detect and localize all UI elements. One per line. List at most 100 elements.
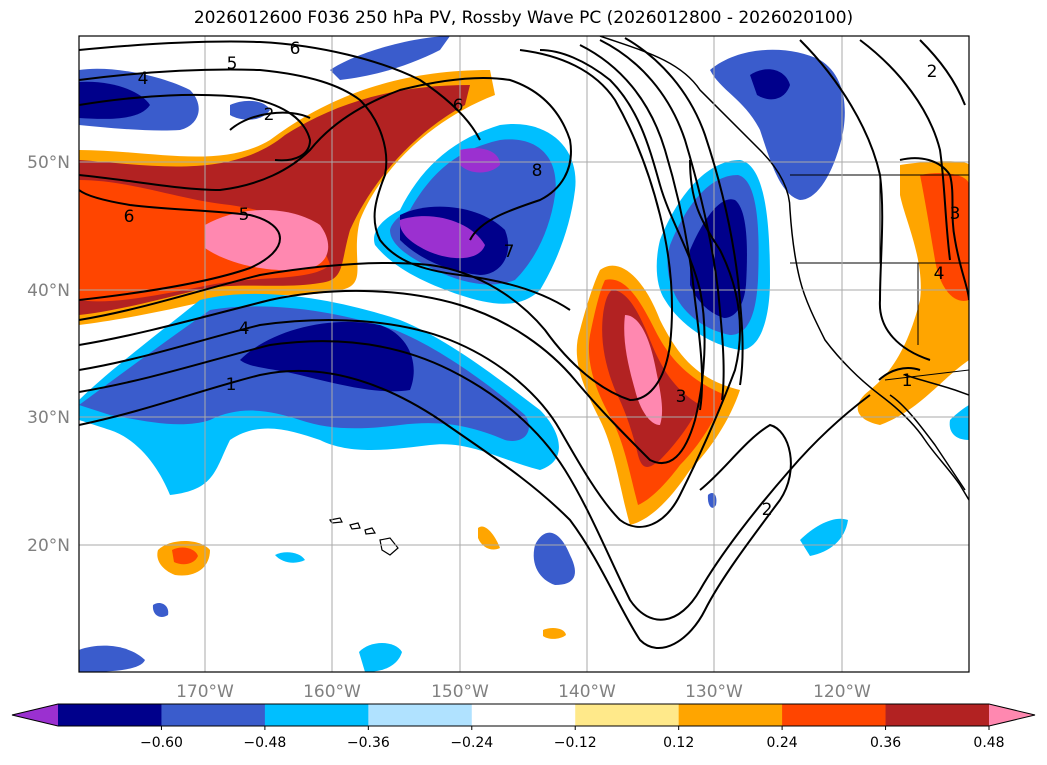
colorbar-segment bbox=[471, 704, 576, 726]
colorbar-tick-label: 0.48 bbox=[973, 735, 1004, 751]
pv-contour-5 bbox=[79, 49, 673, 402]
negative-anomaly-alaska-core bbox=[750, 69, 790, 100]
negative-anomaly-small-f bbox=[359, 643, 402, 672]
pv-contour-9 bbox=[79, 68, 571, 311]
lat-label: 50°N bbox=[27, 153, 70, 173]
contour-label: 5 bbox=[227, 54, 238, 74]
colorbar-extend-max bbox=[989, 704, 1035, 726]
positive-anomaly-small-b bbox=[478, 526, 500, 550]
colorbar-segment bbox=[678, 704, 783, 726]
graticule bbox=[79, 36, 969, 672]
contour-label: 5 bbox=[239, 205, 250, 225]
contour-label: 4 bbox=[239, 319, 250, 339]
contour-label: 7 bbox=[504, 242, 515, 262]
colorbar-tick-label: −0.48 bbox=[243, 735, 286, 751]
pv-contour-18 bbox=[899, 157, 969, 301]
pv-contour-16 bbox=[859, 39, 951, 261]
contour-label: 1 bbox=[226, 375, 237, 395]
lon-label: 130°W bbox=[685, 682, 743, 702]
negative-anomaly-small-k bbox=[949, 405, 969, 440]
contour-label: 4 bbox=[138, 69, 149, 89]
hawaii-island-4 bbox=[379, 537, 399, 556]
pv-contour-1 bbox=[79, 369, 792, 650]
contour-label: 4 bbox=[934, 264, 945, 284]
positive-anomaly-nw-max bbox=[205, 210, 329, 271]
colorbar-tick-label: −0.12 bbox=[554, 735, 597, 751]
lon-label: 120°W bbox=[813, 682, 871, 702]
colorbar-tick-label: 0.24 bbox=[767, 735, 798, 751]
negative-anomaly-south-belt-core bbox=[240, 321, 414, 392]
latitude-labels: 50°N 40°N 30°N 20°N bbox=[27, 153, 70, 556]
negative-anomaly-small-d bbox=[533, 532, 575, 585]
pv-contour-12 bbox=[579, 44, 704, 411]
colorbar-tick-label: 0.36 bbox=[870, 735, 901, 751]
contour-label: 2 bbox=[762, 500, 773, 520]
colorbar-tick-label: −0.24 bbox=[450, 735, 493, 751]
us-mexico-border bbox=[884, 369, 969, 381]
negative-anomaly-top bbox=[330, 36, 450, 80]
colorbar-extend-min bbox=[12, 704, 58, 726]
contour-label: 6 bbox=[453, 96, 464, 116]
contour-label: 2 bbox=[264, 105, 275, 125]
hawaii-island-1 bbox=[329, 517, 343, 524]
negative-anomaly-small-g bbox=[79, 645, 145, 672]
pv-contour-7 bbox=[79, 77, 572, 241]
pv-contour-8 bbox=[79, 40, 481, 141]
pv-contour-4 bbox=[79, 49, 706, 465]
colorbar-tick-label: 0.12 bbox=[663, 735, 694, 751]
contour-label: 6 bbox=[290, 39, 301, 59]
positive-anomaly-small-c bbox=[543, 627, 566, 639]
negative-anomaly-small-h bbox=[152, 603, 169, 617]
colorbar-segment bbox=[885, 704, 990, 726]
colorbar-segment bbox=[58, 704, 162, 726]
pv-contour-14 bbox=[624, 37, 744, 386]
colorbar-segment bbox=[782, 704, 887, 726]
lat-label: 20°N bbox=[27, 536, 70, 556]
lon-label: 150°W bbox=[431, 682, 489, 702]
negative-anomaly-central-max bbox=[399, 216, 485, 259]
pv-contour-11 bbox=[229, 111, 311, 131]
contour-label: 3 bbox=[950, 204, 961, 224]
pv-contour-layer bbox=[79, 37, 969, 650]
lon-label: 160°W bbox=[303, 682, 361, 702]
colorbar-segment bbox=[575, 704, 680, 726]
negative-anomaly-small-e bbox=[800, 518, 848, 556]
colorbar-segment bbox=[368, 704, 473, 726]
negative-anomaly-ne-core bbox=[690, 199, 747, 318]
negative-anomaly-central-max2 bbox=[460, 148, 500, 173]
contour-label: 1 bbox=[902, 371, 913, 391]
colorbar-tick-label: −0.36 bbox=[347, 735, 390, 751]
contour-label: 3 bbox=[676, 387, 687, 407]
lon-label: 170°W bbox=[176, 682, 234, 702]
hawaii-island-2 bbox=[349, 522, 361, 530]
pv-contour-2 bbox=[79, 340, 871, 621]
positive-anomaly-small-a-core bbox=[172, 547, 198, 565]
contour-label: 6 bbox=[124, 207, 135, 227]
baja-coastline bbox=[889, 394, 966, 491]
positive-anomaly-trough-max bbox=[624, 315, 663, 425]
contour-label: 2 bbox=[927, 62, 938, 82]
map-title: 2026012600 F036 250 hPa PV, Rossby Wave … bbox=[193, 8, 854, 28]
negative-anomaly-small-i bbox=[275, 552, 305, 563]
lat-label: 40°N bbox=[27, 281, 70, 301]
colorbar: −0.60 −0.48 −0.36 −0.24 −0.12 0.12 0.24 0.36 0.4… bbox=[11, 703, 1036, 751]
longitude-labels: 170°W 160°W 150°W 140°W 130°W 120°W bbox=[176, 682, 871, 702]
pv-contour-13 bbox=[599, 39, 725, 401]
lon-label: 140°W bbox=[558, 682, 616, 702]
north-america-coastline bbox=[599, 36, 969, 501]
hawaii-island-3 bbox=[364, 527, 376, 535]
colorbar-segment bbox=[264, 704, 369, 726]
colorbar-segment bbox=[161, 704, 266, 726]
pv-contour-10 bbox=[79, 93, 312, 162]
pv-contour-15 bbox=[799, 39, 931, 361]
pv-contour-19 bbox=[878, 367, 921, 381]
hawaii-islands bbox=[329, 517, 399, 556]
pv-contour-17 bbox=[919, 39, 966, 106]
lat-label: 30°N bbox=[27, 408, 70, 428]
colorbar-outline bbox=[11, 703, 1036, 727]
contour-labels: 6 5 4 2 6 8 7 6 5 4 1 3 2 2 3 4 1 bbox=[124, 39, 961, 520]
pv-fill-layer bbox=[79, 36, 969, 672]
pv-contour-3 bbox=[79, 159, 741, 528]
contour-label: 8 bbox=[532, 161, 543, 181]
